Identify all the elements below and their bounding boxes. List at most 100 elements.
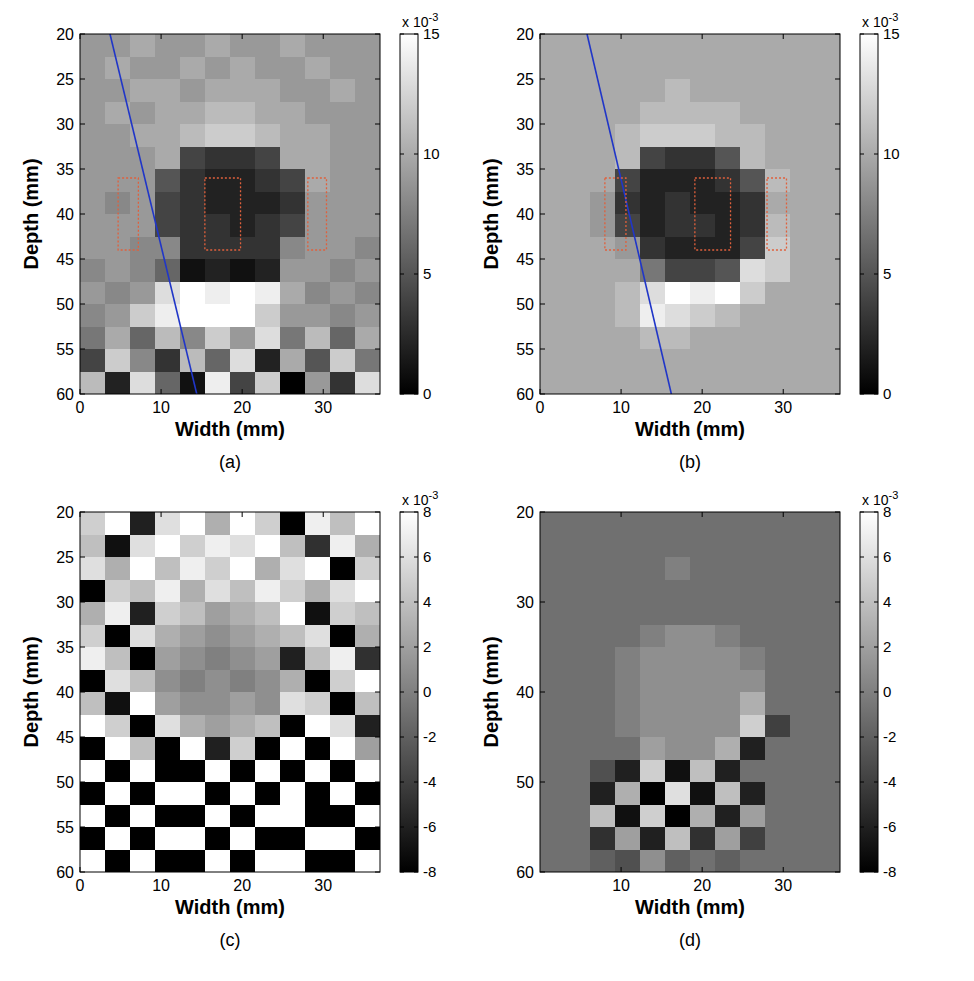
heat-cell: [590, 304, 616, 327]
heat-cell: [815, 372, 840, 395]
heat-cell: [540, 805, 566, 828]
heat-cell: [155, 327, 181, 350]
y-axis-title: Depth (mm): [480, 158, 502, 269]
heat-cell: [330, 169, 356, 192]
heat-cell: [255, 647, 281, 670]
heat-cell: [590, 670, 616, 693]
heat-cell: [105, 827, 131, 850]
colorbar-tick-label: 5: [423, 265, 431, 282]
heat-cell: [790, 124, 816, 147]
heat-cell: [105, 259, 131, 282]
y-tick-label: 20: [516, 504, 534, 521]
heat-cell: [355, 602, 380, 625]
heat-cell: [565, 760, 591, 783]
x-tick: [80, 512, 81, 517]
y-tick: [835, 512, 840, 513]
heat-cell: [355, 737, 380, 760]
heat-cell: [180, 805, 206, 828]
x-tick-label: 0: [76, 877, 85, 894]
heat-cell: [280, 535, 306, 558]
heat-cell: [155, 760, 181, 783]
heat-cell: [765, 304, 791, 327]
heat-cell: [715, 580, 741, 603]
heat-cell: [205, 259, 231, 282]
heat-cell: [330, 214, 356, 237]
heat-cell: [565, 79, 591, 102]
heat-cell: [230, 760, 256, 783]
heat-cell: [355, 625, 380, 648]
heat-cell: [715, 327, 741, 350]
heat-cell: [740, 647, 766, 670]
colorbar-tick: [400, 512, 404, 513]
heat-cell: [715, 557, 741, 580]
heat-cell: [590, 214, 616, 237]
heat-cell: [105, 349, 131, 372]
heat-cell: [180, 124, 206, 147]
heat-cell: [665, 327, 691, 350]
heat-cell: [590, 760, 616, 783]
heat-cell: [640, 169, 666, 192]
heat-cell: [665, 535, 691, 558]
panel: 0102030202530354045505560Width (mm)Depth…: [20, 11, 440, 472]
colorbar-tick: [860, 602, 864, 603]
heat-cell: [590, 737, 616, 760]
y-tick: [375, 34, 380, 35]
heat-cell: [355, 670, 380, 693]
heat-cell: [765, 692, 791, 715]
x-tick: [80, 34, 81, 39]
heat-cell: [715, 282, 741, 305]
heat-cell: [130, 372, 156, 395]
heat-cell: [815, 147, 840, 170]
x-tick-label: 0: [536, 399, 545, 416]
heat-cell: [665, 102, 691, 125]
heat-cell: [815, 349, 840, 372]
heat-cell: [305, 349, 331, 372]
colorbar-tick: [874, 34, 878, 35]
heat-cell: [790, 282, 816, 305]
heat-cell: [715, 805, 741, 828]
heat-cell: [305, 850, 331, 873]
heat-cell: [255, 237, 281, 260]
x-tick-label: 10: [612, 399, 630, 416]
colorbar-tick: [860, 394, 864, 395]
heat-cell: [615, 715, 641, 738]
y-tick: [375, 602, 380, 603]
y-tick: [80, 512, 85, 513]
colorbar-tick-label: 0: [883, 683, 891, 700]
heat-cell: [280, 512, 306, 535]
x-tick-label: 10: [152, 399, 170, 416]
heat-cell: [565, 647, 591, 670]
heat-cell: [590, 512, 616, 535]
heat-cell: [205, 349, 231, 372]
heat-cell: [180, 737, 206, 760]
overlay-line: [110, 34, 197, 394]
heat-cell: [105, 327, 131, 350]
heat-cell: [205, 192, 231, 215]
heat-cell: [815, 805, 840, 828]
heat-cell: [740, 237, 766, 260]
heat-cell: [255, 805, 281, 828]
colorbar-tick: [874, 602, 878, 603]
heat-cell: [640, 282, 666, 305]
heat-cell: [330, 304, 356, 327]
colorbar-tick-label: -8: [883, 863, 896, 880]
heat-cell: [305, 535, 331, 558]
heat-cell: [230, 349, 256, 372]
heat-cell: [80, 760, 106, 783]
heat-cell: [130, 147, 156, 170]
heat-cell: [740, 147, 766, 170]
heat-cell: [640, 57, 666, 80]
heat-cell: [715, 670, 741, 693]
heat-cell: [130, 327, 156, 350]
heat-cell: [815, 647, 840, 670]
heat-cell: [765, 372, 791, 395]
heat-cell: [740, 557, 766, 580]
heat-cell: [180, 169, 206, 192]
colorbar-tick-label: 2: [883, 638, 891, 655]
heat-cell: [665, 602, 691, 625]
heat-cell: [305, 214, 331, 237]
heat-cell: [230, 34, 256, 57]
heat-cell: [180, 34, 206, 57]
heat-cell: [740, 349, 766, 372]
heat-cell: [740, 102, 766, 125]
